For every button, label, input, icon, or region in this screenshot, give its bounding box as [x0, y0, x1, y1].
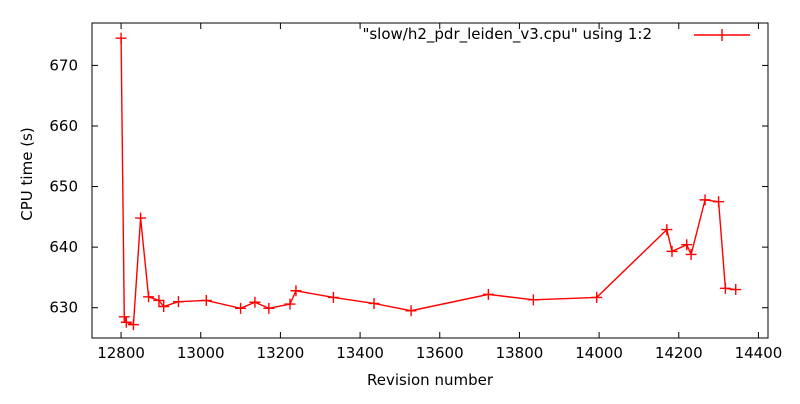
x-tick-label: 14200	[655, 344, 703, 362]
point-markers	[115, 32, 742, 331]
x-tick-label: 13800	[496, 344, 544, 362]
legend-line-sample-icon	[694, 29, 750, 41]
x-tick-label: 13200	[257, 344, 305, 362]
plot-border	[91, 22, 769, 339]
x-axis-title: Revision number	[367, 371, 494, 389]
x-tick-label: 14400	[735, 344, 783, 362]
x-tick-label: 12800	[97, 344, 145, 362]
y-tick-label: 630	[49, 299, 78, 317]
x-tick-label: 13600	[416, 344, 464, 362]
y-tick-label: 640	[49, 238, 78, 256]
y-tick-label: 670	[49, 56, 78, 74]
plot-generated: 12800 13000 13200 13400 13600 13800 14000 14200…	[49, 22, 783, 362]
series-line	[120, 38, 736, 326]
y-axis-title: CPU time (s)	[18, 127, 36, 220]
y-tick-label: 650	[49, 178, 78, 196]
y-tick-label: 660	[49, 117, 78, 135]
legend: "slow/h2_pdr_leiden_v3.cpu" using 1:2	[362, 25, 750, 44]
x-tick-label: 13400	[336, 344, 384, 362]
x-tick-label: 13000	[177, 344, 225, 362]
x-tick-label: 14000	[575, 344, 623, 362]
legend-label: "slow/h2_pdr_leiden_v3.cpu" using 1:2	[362, 25, 652, 44]
